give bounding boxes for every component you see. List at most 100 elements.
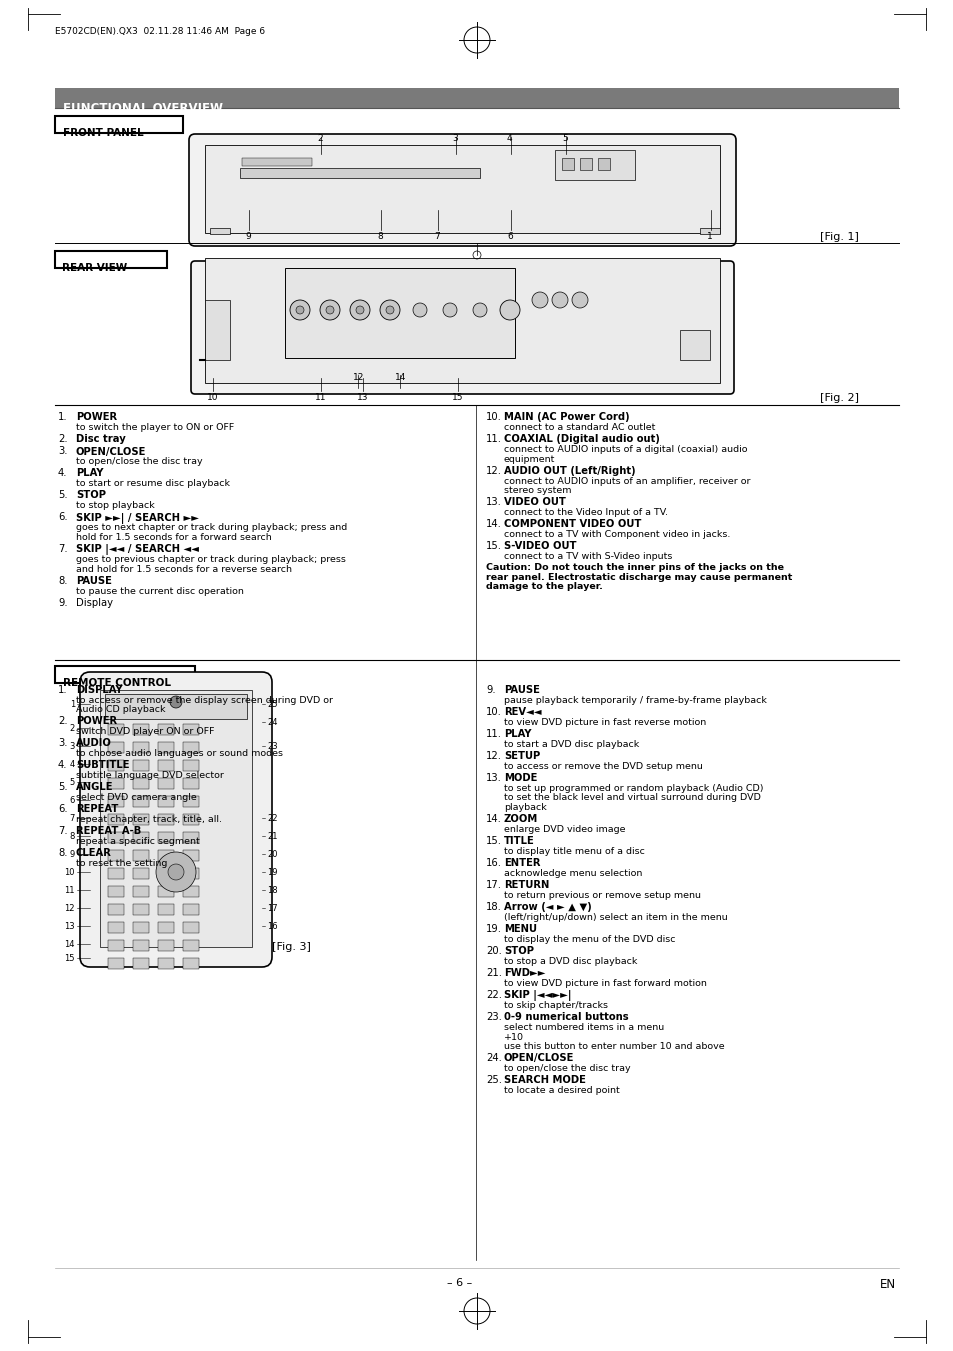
Text: 4: 4 — [506, 134, 512, 143]
Text: 7: 7 — [434, 232, 439, 240]
Text: 13: 13 — [356, 393, 368, 403]
Text: REAR VIEW: REAR VIEW — [62, 263, 127, 273]
Text: to start a DVD disc playback: to start a DVD disc playback — [503, 740, 639, 748]
Text: to open/close the disc tray: to open/close the disc tray — [503, 1065, 630, 1073]
Text: REPEAT: REPEAT — [76, 804, 118, 815]
Text: 1: 1 — [70, 700, 75, 709]
Text: 13.: 13. — [485, 773, 501, 784]
Text: damage to the player.: damage to the player. — [485, 582, 602, 590]
Text: 3.: 3. — [58, 446, 68, 457]
Bar — [158, 742, 173, 753]
Text: 9: 9 — [245, 232, 251, 240]
Circle shape — [473, 303, 486, 317]
Text: 13.: 13. — [485, 497, 501, 507]
Bar — [55, 251, 167, 267]
Circle shape — [295, 305, 304, 313]
Circle shape — [379, 300, 399, 320]
Text: to pause the current disc operation: to pause the current disc operation — [76, 586, 244, 596]
Bar — [132, 742, 149, 753]
Text: 6: 6 — [506, 232, 512, 240]
Bar — [132, 940, 149, 951]
Text: 4.: 4. — [58, 469, 68, 478]
Text: 24: 24 — [267, 717, 277, 727]
Circle shape — [499, 300, 519, 320]
Text: 10.: 10. — [485, 707, 501, 717]
Text: [Fig. 2]: [Fig. 2] — [820, 393, 858, 403]
Text: 14: 14 — [395, 373, 406, 382]
Text: 10: 10 — [65, 867, 75, 877]
Circle shape — [532, 292, 547, 308]
Bar — [205, 300, 230, 359]
Bar — [598, 158, 609, 170]
Bar — [158, 940, 173, 951]
Bar — [108, 796, 124, 807]
Text: to return previous or remove setup menu: to return previous or remove setup menu — [503, 892, 700, 900]
Bar — [108, 921, 124, 934]
Text: 14.: 14. — [485, 519, 501, 530]
Text: to choose audio languages or sound modes: to choose audio languages or sound modes — [76, 750, 283, 758]
Bar — [132, 850, 149, 861]
Text: connect to the Video Input of a TV.: connect to the Video Input of a TV. — [503, 508, 667, 517]
Text: MODE: MODE — [503, 773, 537, 784]
Text: Disc tray: Disc tray — [76, 434, 126, 444]
Text: – 6 –: – 6 – — [447, 1278, 472, 1288]
Circle shape — [170, 696, 182, 708]
Circle shape — [552, 292, 567, 308]
Circle shape — [386, 305, 394, 313]
Bar — [132, 867, 149, 880]
Bar — [183, 850, 199, 861]
Text: PLAY: PLAY — [503, 730, 531, 739]
Text: POWER: POWER — [76, 716, 117, 727]
Text: 15.: 15. — [485, 836, 501, 846]
Text: 5: 5 — [561, 134, 567, 143]
Text: SKIP |◄◄ / SEARCH ◄◄: SKIP |◄◄ / SEARCH ◄◄ — [76, 544, 199, 555]
Text: to display the menu of the DVD disc: to display the menu of the DVD disc — [503, 935, 675, 944]
Text: 14.: 14. — [485, 815, 501, 824]
Text: 25.: 25. — [485, 1075, 501, 1085]
Bar — [132, 958, 149, 969]
Text: 23: 23 — [267, 742, 277, 751]
Text: 10: 10 — [207, 393, 218, 403]
Text: COAXIAL (Digital audio out): COAXIAL (Digital audio out) — [503, 434, 659, 444]
Bar — [108, 940, 124, 951]
Text: 3.: 3. — [58, 739, 68, 748]
Text: POWER: POWER — [76, 412, 117, 422]
Text: switch DVD player ON or OFF: switch DVD player ON or OFF — [76, 727, 214, 736]
Text: to access or remove the display screen during DVD or: to access or remove the display screen d… — [76, 696, 333, 705]
Bar — [132, 904, 149, 915]
Circle shape — [350, 300, 370, 320]
Text: 23.: 23. — [485, 1012, 501, 1021]
Text: to display title menu of a disc: to display title menu of a disc — [503, 847, 644, 857]
Bar — [132, 761, 149, 771]
Text: 13: 13 — [64, 921, 75, 931]
Text: CLEAR: CLEAR — [76, 848, 112, 858]
Bar — [132, 778, 149, 789]
Bar — [183, 958, 199, 969]
Text: repeat a specific segment: repeat a specific segment — [76, 838, 199, 847]
Bar — [183, 724, 199, 735]
Bar — [158, 904, 173, 915]
Text: VIDEO OUT: VIDEO OUT — [503, 497, 565, 507]
Bar — [158, 958, 173, 969]
Text: AUDIO OUT (Left/Right): AUDIO OUT (Left/Right) — [503, 466, 635, 476]
Text: REV◄◄: REV◄◄ — [503, 707, 541, 717]
Bar — [158, 850, 173, 861]
Text: 6.: 6. — [58, 804, 68, 815]
Text: 21.: 21. — [485, 969, 501, 978]
Text: 8: 8 — [376, 232, 382, 240]
Bar — [158, 832, 173, 843]
Text: to stop a DVD disc playback: to stop a DVD disc playback — [503, 957, 637, 966]
Text: EN: EN — [879, 1278, 895, 1292]
Text: S-VIDEO OUT: S-VIDEO OUT — [503, 540, 576, 551]
Text: 2.: 2. — [58, 434, 68, 444]
Bar — [555, 150, 635, 180]
Text: [Fig. 3]: [Fig. 3] — [272, 942, 311, 952]
Bar — [108, 832, 124, 843]
Text: FRONT PANEL: FRONT PANEL — [63, 128, 144, 138]
Text: pause playback temporarily / frame-by-frame playback: pause playback temporarily / frame-by-fr… — [503, 696, 766, 705]
Text: 14: 14 — [65, 940, 75, 948]
Text: 7.: 7. — [58, 544, 68, 554]
Text: 25: 25 — [267, 700, 277, 709]
Text: 6.: 6. — [58, 512, 68, 523]
Text: 1.: 1. — [58, 412, 68, 422]
